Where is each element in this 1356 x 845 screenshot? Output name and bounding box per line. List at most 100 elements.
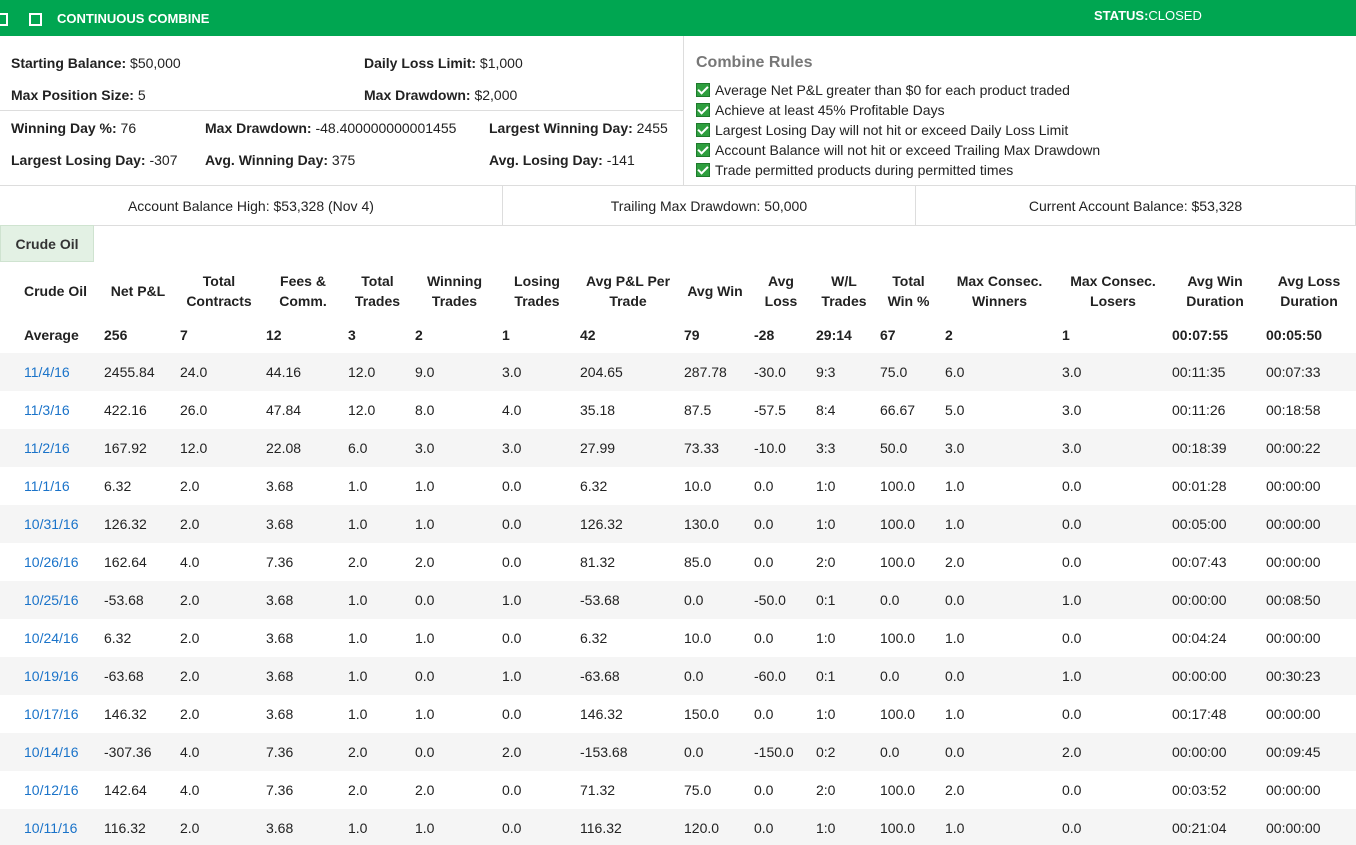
data-row: 10/25/16 -53.68 2.0 3.68 1.0 0.0 1.0 -53.68 0.0-… [0, 581, 1356, 619]
cell: 0.0 [498, 809, 576, 845]
date-link[interactable]: 10/26/16 [24, 554, 79, 570]
cell: 00:00:00 [1262, 505, 1356, 543]
cell: 10/19/16 [0, 657, 100, 695]
cell: 1.0 [348, 478, 368, 494]
cell: 1.0 [344, 581, 411, 619]
cell: 87.5 [684, 402, 712, 418]
cell: 47.84 [266, 402, 302, 418]
cell: 10/11/16 [0, 809, 100, 845]
status-label: STATUS: [1094, 8, 1149, 23]
cell: 3.0 [1058, 353, 1168, 391]
status: STATUS:CLOSED [1094, 8, 1202, 23]
date-link[interactable]: 10/25/16 [24, 592, 79, 608]
cell: 2.0 [945, 782, 965, 798]
cell: 00:00:00 [1168, 657, 1262, 695]
divider [0, 110, 683, 111]
cell: 9.0 [411, 353, 498, 391]
cell: 0.0 [502, 478, 522, 494]
cell: 10/14/16 [0, 733, 100, 771]
cell: 2.0 [176, 505, 262, 543]
date-link[interactable]: 11/4/16 [24, 364, 70, 380]
column-header: Avg Loss [764, 273, 798, 309]
average-cell: 256 [104, 327, 128, 343]
date-link[interactable]: 10/31/16 [24, 516, 79, 532]
cell: 0.0 [1058, 809, 1168, 845]
cell: 4.0 [180, 782, 200, 798]
stat: Avg. Winning Day: 375 [205, 152, 355, 168]
stat-value: -48.400000000001455 [315, 120, 457, 136]
cell: -153.68 [576, 733, 680, 771]
cell: 0.0 [502, 554, 522, 570]
date-link[interactable]: 10/11/16 [24, 820, 78, 836]
date-link[interactable]: 10/12/16 [24, 782, 79, 798]
cell: 1.0 [945, 630, 965, 646]
rule-text: Largest Losing Day will not hit or excee… [715, 122, 1069, 138]
cell: 120.0 [680, 809, 750, 845]
cell: 3.68 [266, 478, 294, 494]
date-link[interactable]: 10/14/16 [24, 744, 79, 760]
average-cell: 2 [945, 327, 953, 343]
cell: -57.5 [754, 402, 786, 418]
cell: 5.0 [945, 402, 965, 418]
results-table: Crude Oil Net P&L Total Contracts Fees & Co… [0, 265, 1356, 845]
cell: 3.68 [262, 657, 344, 695]
cell: 1:0 [816, 706, 836, 722]
cell: 00:00:00 [1266, 554, 1321, 570]
cell: 0.0 [941, 581, 1058, 619]
cell: 0.0 [876, 733, 941, 771]
cell: 0.0 [411, 733, 498, 771]
cell: 0:1 [812, 581, 876, 619]
title: CONTINUOUS COMBINE [57, 11, 210, 26]
average-cell: Average [24, 327, 79, 343]
cell: 2:0 [816, 782, 836, 798]
cell: 00:30:23 [1262, 657, 1356, 695]
date-link[interactable]: 10/19/16 [24, 668, 79, 684]
cell: 2.0 [348, 782, 368, 798]
rule-text: Account Balance will not hit or exceed T… [715, 142, 1101, 158]
cell: 1.0 [415, 706, 435, 722]
cell: 3.68 [262, 809, 344, 845]
stat-label: Largest Winning Day: [489, 120, 633, 136]
cell: 6.32 [104, 630, 132, 646]
status-value: CLOSED [1148, 8, 1202, 23]
cell: 00:21:04 [1168, 809, 1262, 845]
cell: 12.0 [348, 402, 376, 418]
product-tab[interactable]: Crude Oil [0, 225, 94, 262]
cell: 00:18:58 [1266, 402, 1321, 418]
cell: 6.32 [580, 478, 608, 494]
cell: 287.78 [680, 353, 750, 391]
column-header: Total Trades [354, 273, 401, 309]
stat: Avg. Losing Day: -141 [489, 152, 635, 168]
data-row: 11/4/16 2455.84 24.0 44.16 12.0 9.0 3.0 204.65 2… [0, 353, 1356, 391]
cell: 10/24/16 [0, 619, 100, 657]
rule: Account Balance will not hit or exceed T… [696, 142, 1100, 158]
cell: 0.0 [680, 581, 750, 619]
cell: 10/26/16 [0, 543, 100, 581]
cell: 7.36 [262, 733, 344, 771]
cell: 0.0 [1062, 478, 1082, 494]
cell: 1.0 [941, 809, 1058, 845]
stat-label: Starting Balance: [11, 55, 127, 71]
cell: 100.0 [880, 554, 916, 570]
date-link[interactable]: 11/2/16 [24, 440, 70, 456]
average-cell: 00:05:50 [1266, 327, 1323, 343]
data-row: 10/12/16 142.64 4.0 7.36 2.0 2.0 0.0 71.32 75.0 0… [0, 771, 1356, 809]
cell: 35.18 [580, 402, 616, 418]
cell: 11/4/16 [0, 353, 100, 391]
date-link[interactable]: 10/24/16 [24, 630, 79, 646]
cell: 8:4 [816, 402, 836, 418]
rule: Achieve at least 45% Profitable Days [696, 102, 945, 118]
date-link[interactable]: 10/17/16 [24, 706, 79, 722]
cell: 10.0 [684, 478, 712, 494]
cell: 116.32 [100, 809, 176, 845]
cell: 6.32 [104, 478, 132, 494]
date-link[interactable]: 11/3/16 [24, 402, 70, 418]
cell: 00:00:00 [1168, 581, 1262, 619]
date-link[interactable]: 11/1/16 [24, 478, 70, 494]
cell: 3.0 [1062, 402, 1082, 418]
cell: 2.0 [348, 554, 368, 570]
cell: 100.0 [880, 782, 916, 798]
checkbox [696, 83, 710, 97]
cell: 167.92 [100, 429, 176, 467]
